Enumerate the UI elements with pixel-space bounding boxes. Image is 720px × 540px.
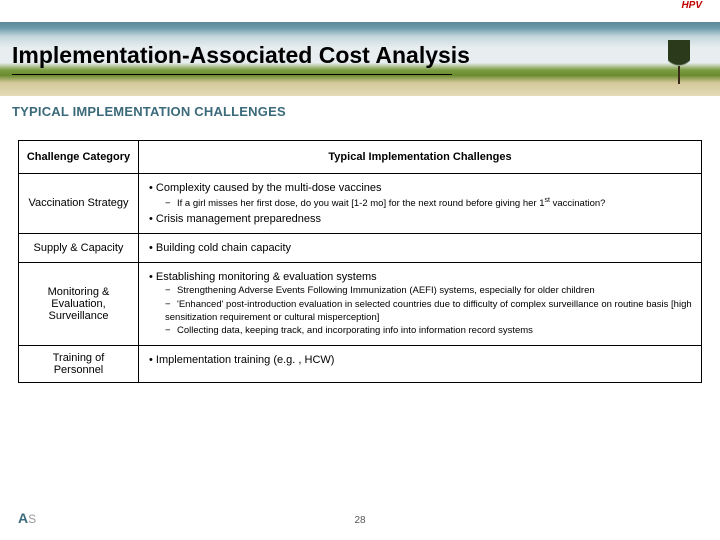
sub-text: Strengthening Adverse Events Following I… [177, 285, 595, 296]
cell-category: Training of Personnel [19, 346, 139, 383]
sub-bullet: −'Enhanced' post-introduction evaluation… [165, 299, 693, 325]
cell-category: Monitoring & Evaluation, Surveillance [19, 262, 139, 345]
bullet-text: Establishing monitoring & evaluation sys… [156, 271, 377, 283]
banner-tree [678, 66, 680, 84]
table-row: Vaccination Strategy • Complexity caused… [19, 174, 702, 234]
page-title: Implementation-Associated Cost Analysis [12, 42, 470, 69]
bullet: • Building cold chain capacity [149, 242, 693, 254]
cell-category: Supply & Capacity [19, 233, 139, 262]
bullet: • Implementation training (e.g. , HCW) [149, 354, 693, 366]
bullet: • Crisis management preparedness [149, 213, 693, 225]
challenges-table-wrap: Challenge Category Typical Implementatio… [18, 140, 702, 383]
cell-content: • Building cold chain capacity [139, 233, 702, 262]
cell-content: • Complexity caused by the multi-dose va… [139, 174, 702, 234]
title-underline [12, 74, 452, 75]
header-tag: HPV [0, 0, 720, 14]
page-number: 28 [0, 515, 720, 526]
table-header-row: Challenge Category Typical Implementatio… [19, 141, 702, 174]
table-row: Supply & Capacity • Building cold chain … [19, 233, 702, 262]
page-subtitle: TYPICAL IMPLEMENTATION CHALLENGES [12, 104, 286, 119]
bullet: • Establishing monitoring & evaluation s… [149, 271, 693, 283]
table-row: Training of Personnel • Implementation t… [19, 346, 702, 383]
bullet: • Complexity caused by the multi-dose va… [149, 182, 693, 194]
col-header-category: Challenge Category [19, 141, 139, 174]
cell-content: • Establishing monitoring & evaluation s… [139, 262, 702, 345]
challenges-table: Challenge Category Typical Implementatio… [18, 140, 702, 383]
bullet-text: Complexity caused by the multi-dose vacc… [156, 182, 382, 194]
sub-bullet: −Collecting data, keeping track, and inc… [165, 325, 693, 338]
cell-content: • Implementation training (e.g. , HCW) [139, 346, 702, 383]
bullet-text: Building cold chain capacity [156, 242, 291, 254]
bullet-text: Crisis management preparedness [156, 213, 321, 225]
bullet-text: Implementation training (e.g. , HCW) [156, 354, 335, 366]
sub-bullet: −If a girl misses her first dose, do you… [165, 196, 693, 211]
sub-text: Collecting data, keeping track, and inco… [177, 325, 533, 336]
sub-text: If a girl misses her first dose, do you … [177, 198, 605, 209]
sub-text: 'Enhanced' post-introduction evaluation … [165, 299, 692, 323]
sub-bullet: −Strengthening Adverse Events Following … [165, 285, 693, 298]
cell-category: Vaccination Strategy [19, 174, 139, 234]
col-header-challenges: Typical Implementation Challenges [139, 141, 702, 174]
table-row: Monitoring & Evaluation, Surveillance • … [19, 262, 702, 345]
